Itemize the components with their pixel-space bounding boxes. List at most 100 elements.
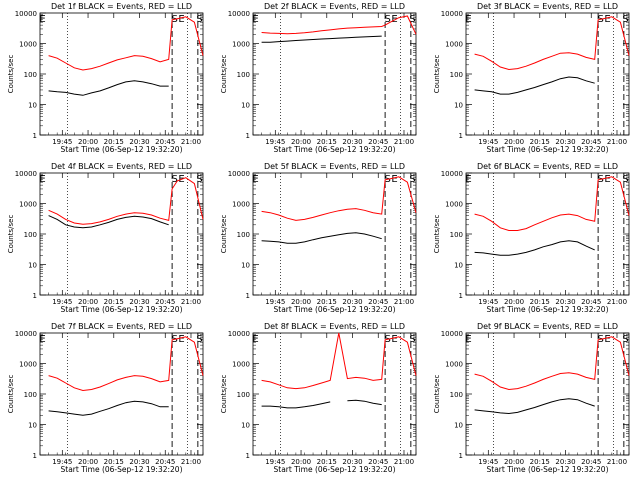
y-tick-label: 10	[454, 422, 463, 430]
x-axis-label: Start Time (06-Sep-12 19:32:20)	[61, 145, 183, 154]
y-tick-label: 100	[24, 391, 37, 399]
x-tick-label: 20:00	[291, 298, 311, 306]
x-tick-label: 21:00	[394, 298, 414, 306]
series-lld-line	[261, 15, 417, 35]
marker-E: E	[39, 14, 45, 25]
series-lld-line	[48, 336, 204, 392]
series-lld-line	[48, 16, 204, 71]
chart-panel-4: Det 4f BLACK = Events, RED = LLD 1 10 100 10…	[7, 162, 204, 314]
x-tick-label: 21:00	[181, 298, 201, 306]
y-tick-label: 1000	[19, 201, 37, 209]
x-tick-label: 20:15	[104, 458, 124, 466]
x-tick-label: 19:45	[52, 138, 72, 146]
x-tick-label: 20:30	[129, 458, 149, 466]
marker-E: E	[465, 334, 471, 345]
marker-S: S	[196, 174, 202, 185]
series-lld-line	[261, 176, 417, 221]
series-events-line	[474, 398, 595, 415]
x-tick-label: 19:45	[478, 298, 498, 306]
series-lld-line	[474, 176, 630, 231]
y-axis-label: Counts/sec	[7, 375, 15, 414]
x-tick-label: 20:00	[504, 458, 524, 466]
marker-E: E	[252, 334, 258, 345]
marker-S: S	[196, 334, 202, 345]
y-tick-label: 10	[28, 102, 37, 110]
marker-S: S	[196, 14, 202, 25]
x-tick-label: 20:45	[581, 138, 601, 146]
y-tick-label: 1000	[445, 201, 463, 209]
y-tick-label: 1	[246, 132, 250, 140]
marker-E: E	[604, 14, 610, 25]
marker-E: E	[252, 174, 258, 185]
y-tick-label: 1	[246, 452, 250, 460]
x-tick-label: 20:00	[78, 298, 98, 306]
series-events-line	[261, 232, 382, 244]
plot-frame	[39, 332, 204, 456]
x-tick-label: 21:00	[607, 458, 627, 466]
x-tick-label: 20:30	[342, 458, 362, 466]
x-tick-label: 21:00	[181, 458, 201, 466]
plot-frame	[252, 332, 417, 456]
y-tick-label: 10000	[228, 170, 250, 178]
plot-frame	[465, 172, 630, 296]
y-tick-label: 1	[246, 292, 250, 300]
x-tick-label: 19:45	[478, 458, 498, 466]
x-tick-label: 20:30	[555, 458, 575, 466]
plot-frame	[252, 172, 417, 296]
x-axis-label: Start Time (06-Sep-12 19:32:20)	[487, 145, 609, 154]
series-lld-line	[261, 332, 417, 390]
x-tick-label: 20:00	[504, 298, 524, 306]
plot-frame	[465, 332, 630, 456]
marker-S: S	[622, 174, 628, 185]
y-axis-label: Counts/sec	[433, 215, 441, 254]
x-tick-label: 21:00	[394, 458, 414, 466]
marker-E: E	[465, 14, 471, 25]
x-tick-label: 20:30	[342, 138, 362, 146]
marker-E: E	[39, 334, 45, 345]
x-tick-label: 20:45	[581, 458, 601, 466]
x-tick-label: 20:15	[530, 298, 550, 306]
y-tick-label: 1000	[19, 41, 37, 49]
y-tick-label: 100	[450, 231, 463, 239]
x-tick-label: 20:30	[129, 298, 149, 306]
marker-S: S	[409, 174, 415, 185]
y-tick-label: 1000	[232, 41, 250, 49]
x-tick-label: 20:30	[555, 138, 575, 146]
x-tick-label: 19:45	[265, 138, 285, 146]
x-tick-label: 20:45	[155, 298, 175, 306]
x-tick-label: 20:15	[104, 298, 124, 306]
y-tick-label: 1	[459, 452, 463, 460]
x-tick-label: 20:15	[104, 138, 124, 146]
y-tick-label: 100	[24, 231, 37, 239]
marker-E: E	[604, 334, 610, 345]
x-tick-label: 20:30	[129, 138, 149, 146]
y-axis-label: Counts/sec	[220, 215, 228, 254]
x-tick-label: 20:45	[368, 138, 388, 146]
y-tick-label: 1	[33, 132, 37, 140]
x-tick-label: 20:00	[78, 458, 98, 466]
y-tick-label: 1000	[232, 361, 250, 369]
x-tick-label: 21:00	[394, 138, 414, 146]
y-tick-label: 10	[28, 422, 37, 430]
y-tick-label: 10000	[228, 10, 250, 18]
x-axis-label: Start Time (06-Sep-12 19:32:20)	[274, 145, 396, 154]
marker-S: S	[622, 14, 628, 25]
x-tick-label: 20:00	[504, 138, 524, 146]
chart-panel-1: Det 1f BLACK = Events, RED = LLD 1 10 100 10…	[7, 2, 204, 154]
y-tick-label: 100	[237, 71, 250, 79]
chart-title: Det 8f BLACK = Events, RED = LLD	[264, 322, 405, 331]
plot-frame	[252, 12, 417, 136]
y-tick-label: 1000	[232, 201, 250, 209]
y-axis-label: Counts/sec	[7, 215, 15, 254]
marker-E: E	[465, 174, 471, 185]
y-tick-label: 10	[241, 422, 250, 430]
x-tick-label: 19:45	[52, 298, 72, 306]
chart-title: Det 7f BLACK = Events, RED = LLD	[51, 322, 192, 331]
x-tick-label: 21:00	[181, 138, 201, 146]
marker-E: E	[604, 174, 610, 185]
x-tick-label: 20:45	[368, 458, 388, 466]
x-axis-label: Start Time (06-Sep-12 19:32:20)	[274, 465, 396, 474]
marker-E: E	[178, 334, 184, 345]
x-tick-label: 19:45	[52, 458, 72, 466]
